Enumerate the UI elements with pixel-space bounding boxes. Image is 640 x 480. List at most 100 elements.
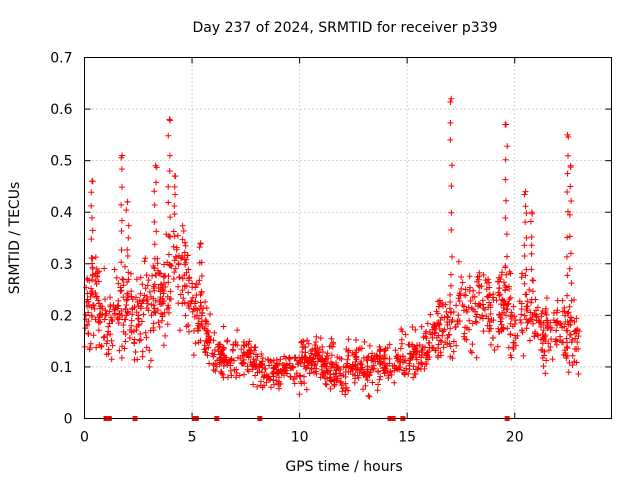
data-point <box>293 370 300 377</box>
data-point <box>474 273 481 280</box>
data-point-peak <box>166 167 173 174</box>
data-point-peak <box>170 228 177 235</box>
y-tick-label: 0.5 <box>50 154 72 170</box>
data-point <box>246 338 253 345</box>
data-point <box>233 370 240 377</box>
data-point <box>344 348 351 355</box>
data-point <box>173 246 180 253</box>
data-point <box>414 342 421 349</box>
data-point <box>312 368 319 375</box>
data-point <box>270 357 277 364</box>
data-point <box>327 385 334 392</box>
data-point <box>366 342 373 349</box>
chart-title: Day 237 of 2024, SRMTID for receiver p33… <box>192 20 497 36</box>
data-point <box>314 345 321 352</box>
y-axis-label: SRMTID / TECUs <box>7 182 23 295</box>
data-point <box>328 335 335 342</box>
data-point <box>192 340 199 347</box>
data-point <box>206 360 213 367</box>
data-point <box>571 318 578 325</box>
data-point <box>107 314 114 321</box>
data-point-peak <box>521 280 528 287</box>
data-point <box>406 366 413 373</box>
data-point <box>566 303 573 310</box>
data-point <box>200 305 207 312</box>
data-point <box>349 371 356 378</box>
data-point <box>131 336 138 343</box>
data-point <box>182 312 189 319</box>
data-point <box>174 232 181 239</box>
data-point-peak <box>88 290 95 297</box>
data-point <box>234 327 241 334</box>
data-point <box>483 279 490 286</box>
data-point <box>447 282 454 289</box>
data-point <box>342 380 349 387</box>
data-point <box>138 318 145 325</box>
data-point-peak <box>118 166 125 173</box>
data-point-peak <box>196 277 203 284</box>
data-point <box>444 335 451 342</box>
data-point <box>392 347 399 354</box>
data-point <box>397 345 404 352</box>
data-point <box>155 267 162 274</box>
data-point <box>268 384 275 391</box>
data-point <box>480 271 487 278</box>
data-point-peak <box>170 243 177 250</box>
data-point <box>258 351 265 358</box>
data-point-peak <box>118 308 125 315</box>
data-point <box>487 302 494 309</box>
data-point <box>507 352 514 359</box>
data-point <box>547 343 554 350</box>
data-point <box>412 326 419 333</box>
data-point <box>324 350 331 357</box>
data-point <box>205 344 212 351</box>
data-point <box>109 342 116 349</box>
data-point-peak <box>502 156 509 163</box>
data-point <box>496 285 503 292</box>
data-point <box>185 289 192 296</box>
data-point <box>410 374 417 381</box>
data-point <box>490 296 497 303</box>
data-point-peak <box>567 162 574 169</box>
data-point <box>176 327 183 334</box>
data-point <box>211 347 218 354</box>
data-point <box>218 370 225 377</box>
data-point <box>137 274 144 281</box>
data-point-peak <box>503 271 510 278</box>
data-point <box>333 367 340 374</box>
data-point <box>470 287 477 294</box>
data-point <box>393 353 400 360</box>
data-point <box>421 365 428 372</box>
data-point <box>213 363 220 370</box>
data-point <box>188 298 195 305</box>
data-point <box>317 335 324 342</box>
data-point <box>158 317 165 324</box>
data-point <box>254 369 261 376</box>
data-point <box>265 357 272 364</box>
data-point <box>122 338 129 345</box>
data-point-peak <box>530 277 537 284</box>
data-point <box>466 317 473 324</box>
data-point-peak <box>198 318 205 325</box>
data-point <box>496 278 503 285</box>
data-point <box>115 280 122 287</box>
data-point-peak <box>124 246 131 253</box>
data-point <box>442 301 449 308</box>
data-point-peak <box>523 234 530 241</box>
data-point <box>517 316 524 323</box>
data-point <box>265 373 272 380</box>
data-point <box>511 339 518 346</box>
data-point <box>565 321 572 328</box>
data-point <box>475 282 482 289</box>
data-point <box>528 299 535 306</box>
data-point <box>449 355 456 362</box>
data-point <box>206 337 213 344</box>
data-point <box>495 325 502 332</box>
data-point <box>480 305 487 312</box>
data-point <box>215 348 222 355</box>
data-point <box>524 303 531 310</box>
data-point <box>140 311 147 318</box>
data-point <box>521 312 528 319</box>
data-point <box>488 317 495 324</box>
